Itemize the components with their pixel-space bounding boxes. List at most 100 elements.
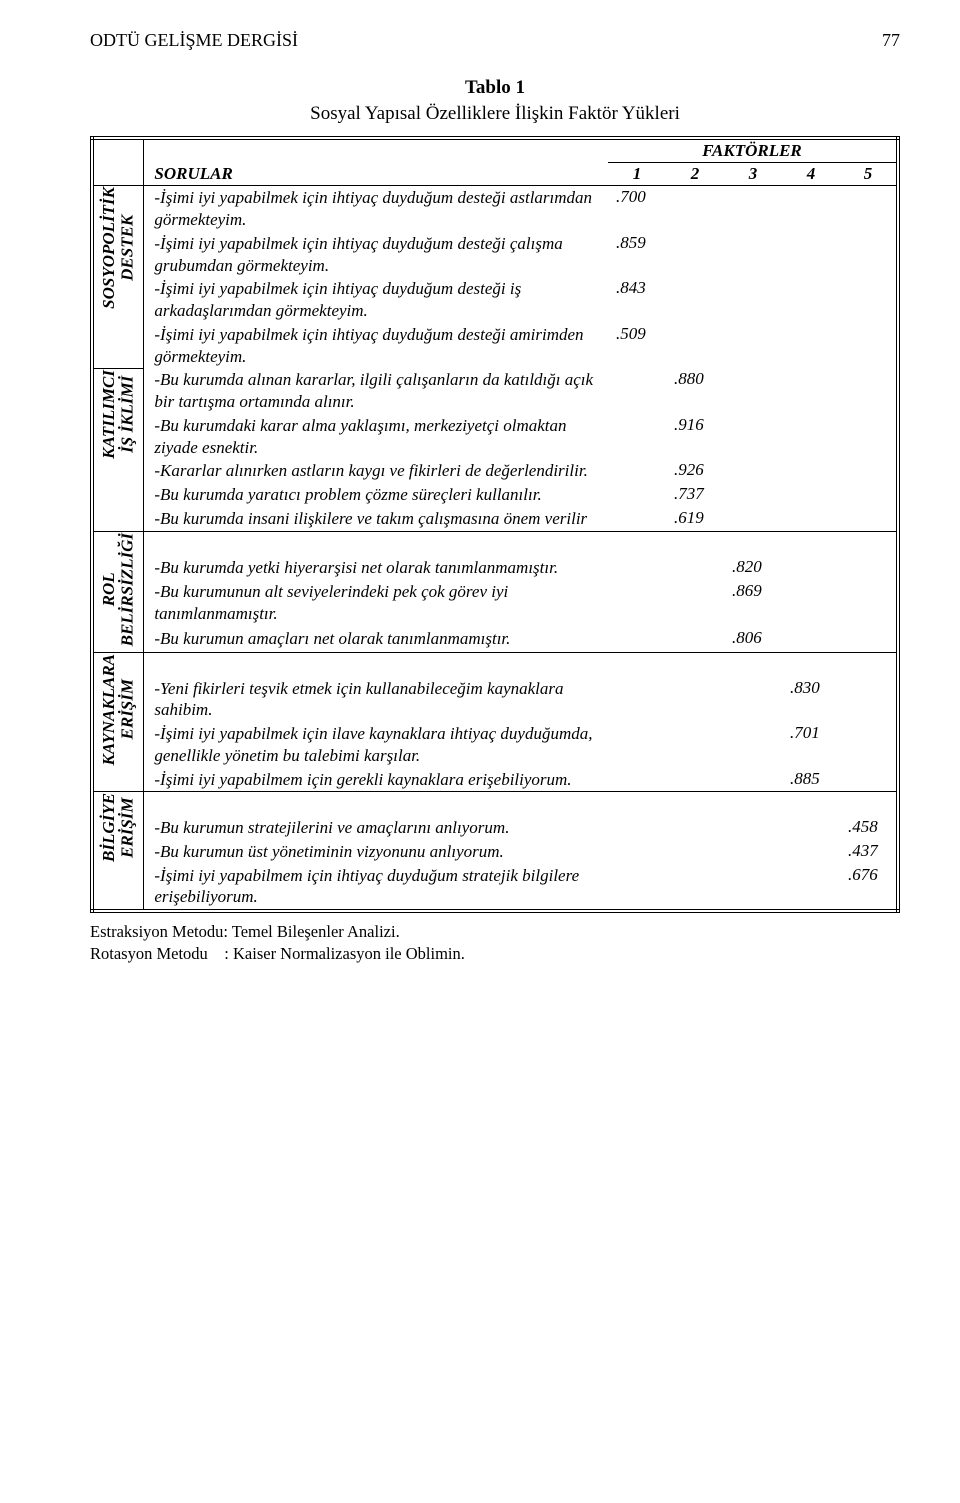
factor-value [608,840,666,864]
factor-value: .701 [782,722,840,768]
factor-value: .437 [840,840,898,864]
factor-value [666,864,724,912]
factor-value: .885 [782,768,840,792]
factor-value [666,627,724,652]
header-col-5: 5 [840,163,898,186]
section-label: ROL BELİRSİZLİĞİ [100,533,137,646]
factor-value [840,186,898,232]
factor-value [608,677,666,723]
table-body: SOSYOPOLİTİK DESTEK-İşimi iyi yapabilmek… [92,186,898,911]
factor-value [666,580,724,627]
factor-value [782,368,840,414]
factor-value: .619 [666,507,724,531]
section-label: KATILIMCI İŞ İKLİMİ [100,370,137,459]
question-item: -İşimi iyi yapabilmek için ihtiyaç duydu… [144,186,608,232]
factor-value [840,459,898,483]
factor-value [666,768,724,792]
question-item: -Bu kurumdaki karar alma yaklaşımı, merk… [144,414,608,460]
factor-value [782,864,840,912]
footnote-extraction: Estraksiyon Metodu: Temel Bileşenler Ana… [90,921,900,942]
section-label-cell: KAYNAKLARA ERİŞİM [92,652,144,792]
factor-value [840,483,898,507]
question-item: -Yeni fikirleri teşvik etmek için kullan… [144,677,608,723]
header-col-4: 4 [782,163,840,186]
factor-value [782,232,840,278]
factor-value [782,627,840,652]
factor-value: .820 [724,556,782,580]
factor-value [840,323,898,369]
factor-value [782,840,840,864]
factor-value [608,483,666,507]
factor-value [724,840,782,864]
factor-value: .859 [608,232,666,278]
factor-value [782,186,840,232]
factor-value [666,816,724,840]
factor-value [782,459,840,483]
factor-value: .830 [782,677,840,723]
section-label-cell: KATILIMCI İŞ İKLİMİ [92,368,144,531]
factor-value [724,864,782,912]
footnote-rotation: Rotasyon Metodu : Kaiser Normalizasyon i… [90,943,900,964]
factor-value [840,556,898,580]
factor-value: .806 [724,627,782,652]
factor-value [608,816,666,840]
factor-value [840,627,898,652]
factor-value: .509 [608,323,666,369]
factor-value [840,232,898,278]
running-head: ODTÜ GELİŞME DERGİSİ 77 [90,30,900,51]
factor-loadings-table: FAKTÖRLER SORULAR 1 2 3 4 5 SOSYOPOLİTİK… [90,136,900,913]
question-item: -İşimi iyi yapabilmek için ihtiyaç duydu… [144,323,608,369]
factor-value [724,323,782,369]
factor-value: .916 [666,414,724,460]
question-item: -Bu kurumda yetki hiyerarşisi net olarak… [144,556,608,580]
factor-value [608,414,666,460]
factor-value [840,580,898,627]
factor-value: .869 [724,580,782,627]
factor-value [724,677,782,723]
header-sorular: SORULAR [144,163,608,186]
factor-value [840,277,898,323]
header-col-1: 1 [608,163,666,186]
question-item: -İşimi iyi yapabilmek için ilave kaynakl… [144,722,608,768]
blank-row [144,652,608,676]
question-item: -İşimi iyi yapabilmem için gerekli kayna… [144,768,608,792]
factor-value [782,816,840,840]
factor-value [782,414,840,460]
factor-value [608,459,666,483]
factor-value [608,507,666,531]
question-item: -Bu kurumun stratejilerini ve amaçlarını… [144,816,608,840]
factor-value [724,459,782,483]
question-item: -Bu kurumun amaçları net olarak tanımlan… [144,627,608,652]
factor-value [724,368,782,414]
header-col-3: 3 [724,163,782,186]
factor-value [666,677,724,723]
factor-value [724,507,782,531]
table-title: Sosyal Yapısal Özelliklere İlişkin Faktö… [310,103,680,124]
question-item: -Bu kurumda insani ilişkilere ve takım ç… [144,507,608,531]
factor-value [724,768,782,792]
question-item: -İşimi iyi yapabilmek için ihtiyaç duydu… [144,232,608,278]
header-col-2: 2 [666,163,724,186]
factor-value [608,722,666,768]
page: ODTÜ GELİŞME DERGİSİ 77 Tablo 1 Sosyal Y… [0,0,960,1004]
factor-value: .880 [666,368,724,414]
factor-value: .676 [840,864,898,912]
factor-value: .737 [666,483,724,507]
factor-value [840,368,898,414]
section-label-cell: BİLGİYE ERİŞİM [92,792,144,911]
question-item: -İşimi iyi yapabilmek için ihtiyaç duydu… [144,277,608,323]
factor-value: .458 [840,816,898,840]
factor-value [840,414,898,460]
factor-value [666,232,724,278]
factor-value [666,323,724,369]
factor-value [782,556,840,580]
factor-value: .843 [608,277,666,323]
factor-value [724,722,782,768]
factor-value [782,507,840,531]
factor-value [724,232,782,278]
header-factors: FAKTÖRLER [608,138,898,163]
factor-value [724,414,782,460]
factor-value [782,277,840,323]
factor-value [666,722,724,768]
factor-value [782,580,840,627]
